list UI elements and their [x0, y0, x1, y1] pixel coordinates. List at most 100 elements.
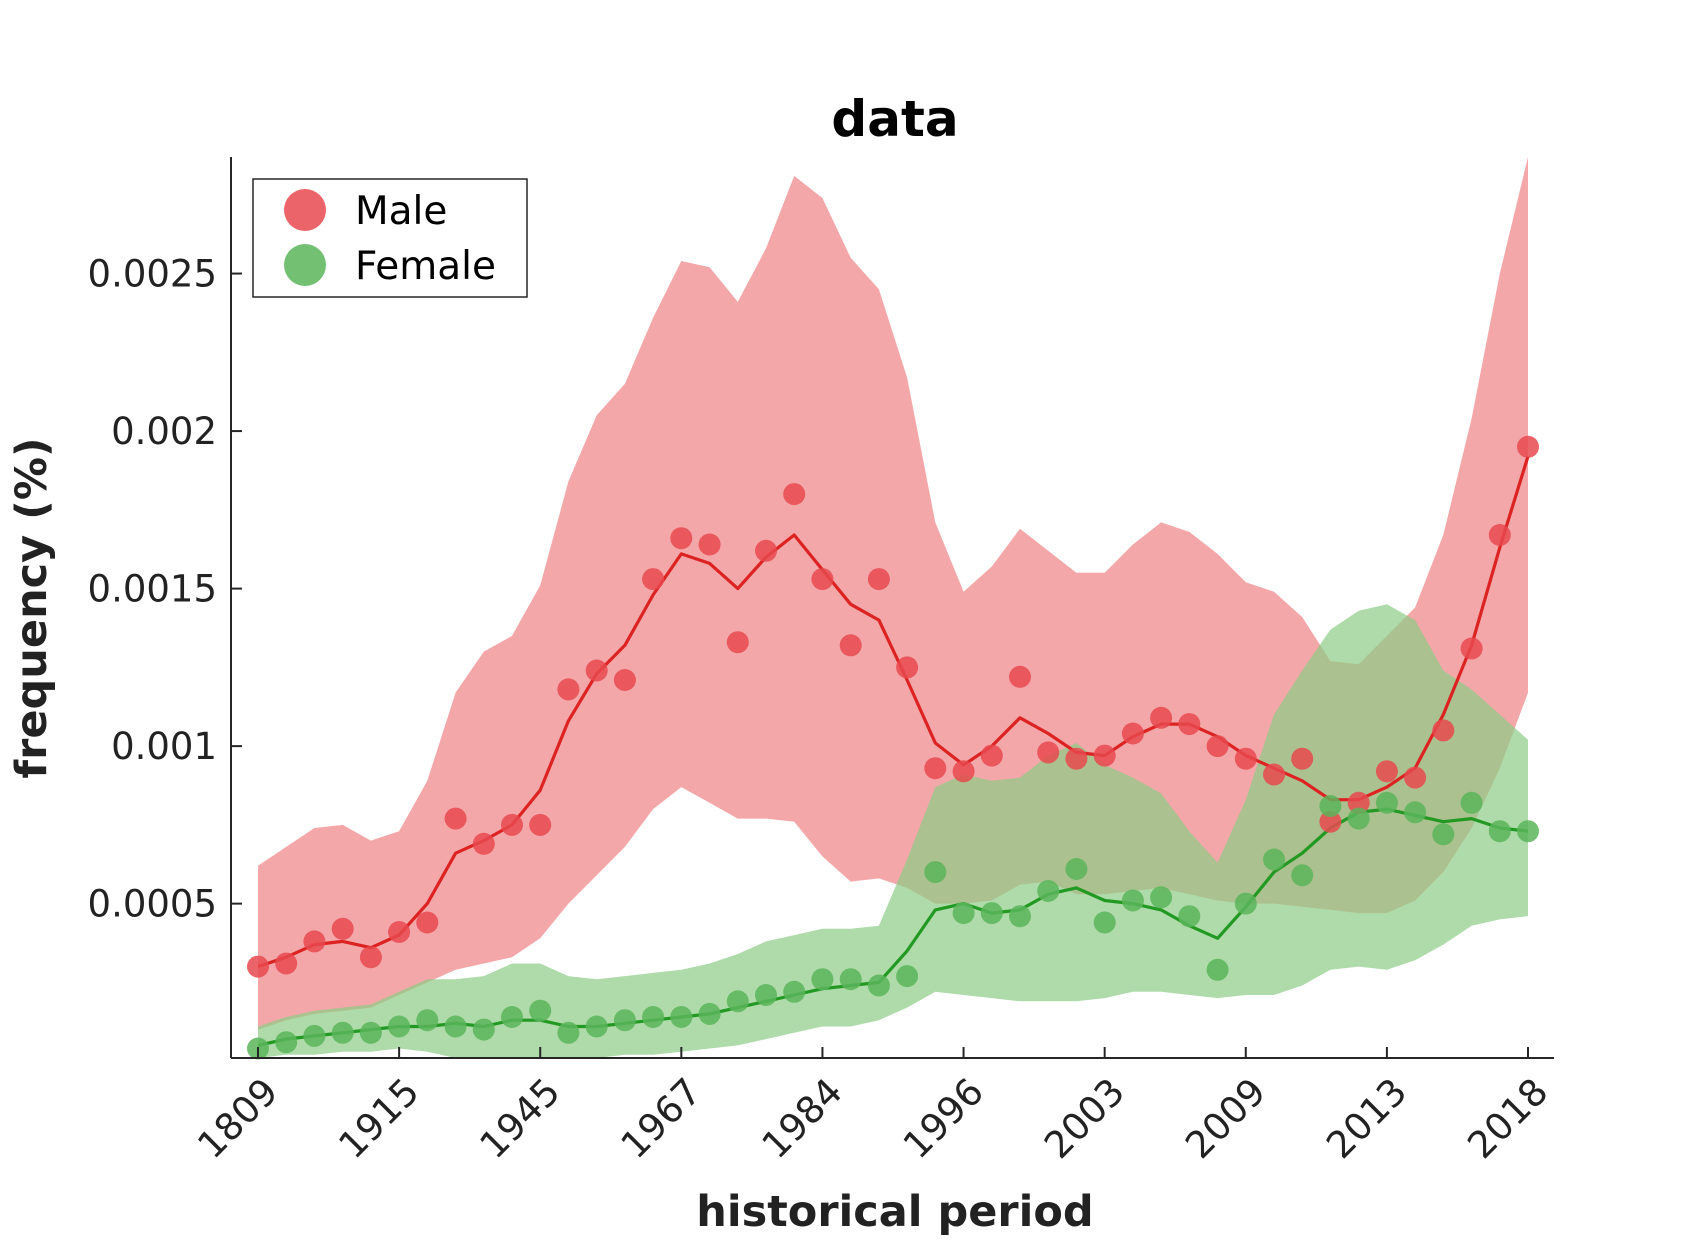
x-tick-label: 2018: [1459, 1070, 1556, 1167]
female-data-point: [1488, 820, 1511, 843]
male-data-point: [924, 757, 947, 780]
female-data-point: [1093, 911, 1116, 934]
female-data-point: [896, 965, 919, 988]
x-tick-label: 1967: [613, 1070, 710, 1167]
female-data-point: [726, 990, 749, 1013]
x-tick-label: 1915: [330, 1070, 427, 1167]
female-data-point: [924, 861, 947, 884]
male-data-point: [1517, 435, 1539, 458]
male-data-point: [359, 946, 382, 969]
male-data-point: [1291, 747, 1314, 770]
fit-lines: [257, 455, 1530, 1047]
male-data-point: [388, 921, 411, 943]
male-data-point: [1065, 747, 1088, 770]
male-data-point: [1093, 744, 1116, 767]
male-data-point: [1375, 760, 1398, 783]
female-fit-line: [257, 807, 1529, 1047]
y-tick-label: 0.0005: [88, 883, 217, 926]
male-data-point: [896, 656, 919, 679]
male-data-point: [1404, 766, 1427, 789]
female-data-point: [472, 1018, 495, 1041]
female-data-point: [839, 968, 862, 991]
male-data-point: [613, 669, 636, 691]
axes: [230, 157, 1554, 1059]
x-tick-label: 2003: [1036, 1070, 1133, 1167]
male-data-point: [275, 952, 298, 975]
female-data-point: [1291, 864, 1314, 887]
legend-male-marker: [284, 189, 326, 231]
x-tick-label: 2013: [1318, 1070, 1415, 1167]
female-data-point: [303, 1024, 326, 1047]
female-data-point: [1347, 807, 1370, 830]
female-data-point: [1404, 801, 1427, 824]
chart-title: data: [831, 90, 958, 148]
male-data-point: [1206, 735, 1229, 758]
female-data-point: [811, 968, 834, 991]
male-data-point: [557, 678, 580, 701]
x-tick-label: 1945: [472, 1070, 569, 1167]
male-data-point: [698, 533, 721, 556]
male-data-point: [783, 483, 806, 506]
legend-male-label: Male: [355, 189, 447, 234]
x-tick-label: 1996: [895, 1070, 992, 1167]
female-data-point: [670, 1006, 693, 1028]
confidence-bands: [258, 157, 1528, 1058]
female-data-point: [1150, 886, 1173, 909]
female-data-point: [783, 980, 806, 1003]
female-data-point: [1375, 791, 1398, 814]
female-data-point: [529, 999, 552, 1022]
female-data-point: [1234, 892, 1257, 915]
male-data-point: [1319, 810, 1342, 833]
male-data-point: [952, 760, 975, 783]
female-data-point: [275, 1031, 298, 1054]
y-ticks: 0.0005 0.001 0.0015 0.002 0.0025: [88, 253, 242, 926]
y-tick-label: 0.001: [111, 725, 217, 768]
male-data-point: [529, 813, 552, 836]
female-data-point: [1432, 823, 1455, 846]
male-data-point: [1347, 791, 1370, 814]
male-data-point: [755, 539, 777, 562]
x-tick-label: 2009: [1177, 1070, 1274, 1167]
female-data-point: [867, 974, 890, 997]
male-data-point: [1488, 524, 1511, 546]
female-data-point: [1037, 880, 1060, 902]
female-data-point: [1319, 795, 1342, 817]
female-data-point: [416, 1009, 439, 1032]
y-axis-label: frequency (%): [7, 437, 57, 778]
female-data-point: [359, 1021, 382, 1044]
male-data-point: [867, 568, 890, 591]
y-tick-label: 0.002: [111, 410, 217, 453]
female-data-point: [388, 1015, 411, 1038]
male-data-point: [1432, 719, 1455, 742]
male-data-point: [1178, 713, 1201, 736]
female-data-point: [1517, 820, 1539, 843]
female-data-point: [698, 1002, 721, 1025]
male-data-point: [416, 911, 439, 934]
male-data-point: [472, 832, 495, 855]
male-data-point: [1460, 637, 1483, 660]
male-data-point: [726, 631, 749, 654]
male-data-point: [1263, 763, 1285, 786]
female-data-point: [444, 1015, 467, 1038]
male-confidence-band: [258, 157, 1528, 1030]
male-data-point: [1150, 706, 1173, 729]
male-data-point: [642, 568, 665, 591]
female-data-point: [952, 902, 975, 925]
x-axis-label: historical period: [696, 1187, 1093, 1237]
male-data-point: [331, 917, 354, 940]
x-tick-label: 1809: [189, 1070, 286, 1167]
male-data-point: [811, 568, 834, 591]
female-data-point: [1121, 889, 1144, 912]
legend-female-label: Female: [355, 244, 496, 289]
legend: Male Female: [252, 178, 528, 298]
male-fit-line: [257, 455, 1530, 969]
male-data-point: [839, 634, 862, 657]
x-tick-label: 1984: [754, 1070, 851, 1167]
male-data-point: [1037, 741, 1060, 764]
female-data-point: [557, 1021, 580, 1044]
female-data-point: [755, 984, 777, 1006]
female-data-point: [1263, 848, 1285, 871]
legend-female-marker: [284, 244, 326, 286]
male-data-point: [670, 527, 693, 550]
